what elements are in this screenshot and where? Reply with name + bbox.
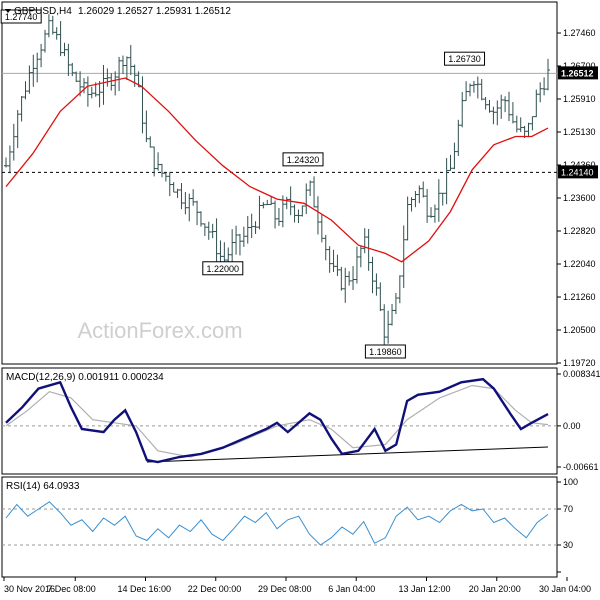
price-annotation-box <box>444 51 486 66</box>
symbol-label: GBPUSD,H4 <box>14 6 72 17</box>
rsi-tick-label: 30 <box>563 540 573 550</box>
macd-title: MACD(12,26,9) 0.001911 0.000234 <box>6 372 164 383</box>
price-tick-label: 1.25130 <box>563 127 596 137</box>
price-tick-label: 1.22820 <box>563 226 596 236</box>
macd-tick-label: 0.008341 <box>563 369 600 379</box>
price-annotation-label: 1.26730 <box>448 54 481 64</box>
x-tick-label: 22 Dec 00:00 <box>188 584 242 594</box>
chart-header: GBPUSD,H4 1.26029 1.26527 1.25931 1.2651… <box>5 6 231 17</box>
price-tick-label: 1.25910 <box>563 94 596 104</box>
x-tick-label: 30 Nov 2016 <box>4 584 55 594</box>
rsi-tick-label: 100 <box>563 477 578 487</box>
x-tick-label: 7 Dec 08:00 <box>47 584 96 594</box>
current-price-label: 1.26512 <box>561 68 594 78</box>
macd-signal-line <box>5 384 549 458</box>
price-tick-label: 1.24360 <box>563 160 596 170</box>
price-annotation-label: 1.22000 <box>207 264 240 274</box>
support-level-label: 1.24140 <box>561 167 594 177</box>
price-tick-label: 1.26700 <box>563 61 596 71</box>
price-tick-label: 1.20500 <box>563 325 596 335</box>
moving-average-line <box>5 77 549 263</box>
x-tick-label: 20 Jan 20:00 <box>469 584 521 594</box>
x-tick-label: 6 Jan 04:00 <box>328 584 375 594</box>
macd-tick-label: -0.00661 <box>563 462 599 472</box>
macd-panel-frame <box>1 367 558 475</box>
x-tick-label: 13 Jan 12:00 <box>399 584 451 594</box>
x-tick-label: 29 Dec 08:00 <box>258 584 312 594</box>
x-tick-label: 14 Dec 16:00 <box>118 584 172 594</box>
price-annotation-box <box>202 261 244 276</box>
rsi-line <box>5 501 549 546</box>
macd-tick-label: 0.00 <box>563 421 581 431</box>
watermark: ActionForex.com <box>77 318 242 343</box>
price-tick-label: 1.27460 <box>563 28 596 38</box>
dropdown-triangle-icon[interactable] <box>5 9 11 13</box>
rsi-title: RSI(14) 64.0933 <box>6 481 80 492</box>
price-annotation-label: 1.24320 <box>287 155 320 165</box>
x-tick-label: 30 Jan 04:00 <box>539 584 591 594</box>
price-tick-label: 1.23600 <box>563 193 596 203</box>
price-tick-label: 1.21260 <box>563 292 596 302</box>
price-tick-label: 1.19720 <box>563 358 596 368</box>
macd-trendline <box>146 446 549 463</box>
current-price-badge <box>558 66 598 80</box>
price-tick-label: 1.22040 <box>563 259 596 269</box>
price-annotation-box <box>282 152 324 167</box>
support-level-badge <box>558 165 598 179</box>
price-annotation-label: 1.27740 <box>5 12 38 22</box>
ohlc-values: 1.26029 1.26527 1.25931 1.26512 <box>78 6 231 17</box>
price-annotation-box <box>0 9 42 24</box>
macd-line <box>5 377 549 464</box>
price-annotation-label: 1.19860 <box>369 347 402 357</box>
price-annotation-box <box>364 344 406 359</box>
rsi-tick-label: 70 <box>563 504 573 514</box>
